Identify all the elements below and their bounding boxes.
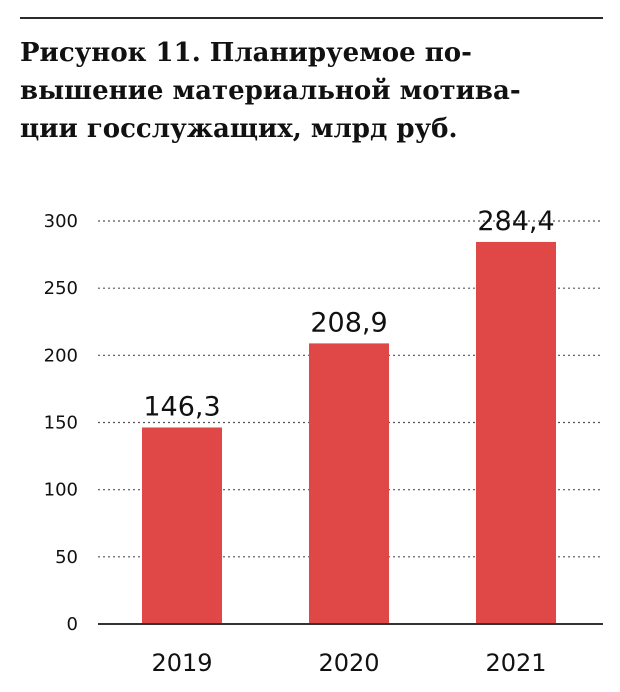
figure-title-line-3: ции госслужащих, млрд руб. — [20, 114, 458, 144]
y-tick-label: 150 — [44, 413, 78, 434]
x-tick-label: 2020 — [318, 649, 379, 677]
data-label: 208,9 — [310, 307, 387, 338]
y-tick-label: 0 — [67, 614, 78, 635]
figure-title-line-1: Рисунок 11. Планируемое по- — [20, 38, 472, 68]
x-tick-label: 2019 — [151, 649, 212, 677]
figure-title: Рисунок 11. Планируемое по- вышение мате… — [20, 34, 521, 148]
top-rule — [20, 17, 603, 19]
y-tick-label: 300 — [44, 211, 78, 232]
y-tick-label: 100 — [44, 480, 78, 501]
y-tick-label: 250 — [44, 278, 78, 299]
bar — [142, 427, 222, 624]
x-tick-label: 2021 — [485, 649, 546, 677]
y-tick-label: 50 — [55, 547, 78, 568]
y-tick-label: 200 — [44, 345, 78, 366]
bar — [309, 343, 389, 624]
data-label: 284,4 — [477, 206, 554, 237]
bar — [476, 241, 556, 624]
figure-title-line-2: вышение материальной мотива- — [20, 76, 521, 106]
data-label: 146,3 — [143, 391, 220, 422]
